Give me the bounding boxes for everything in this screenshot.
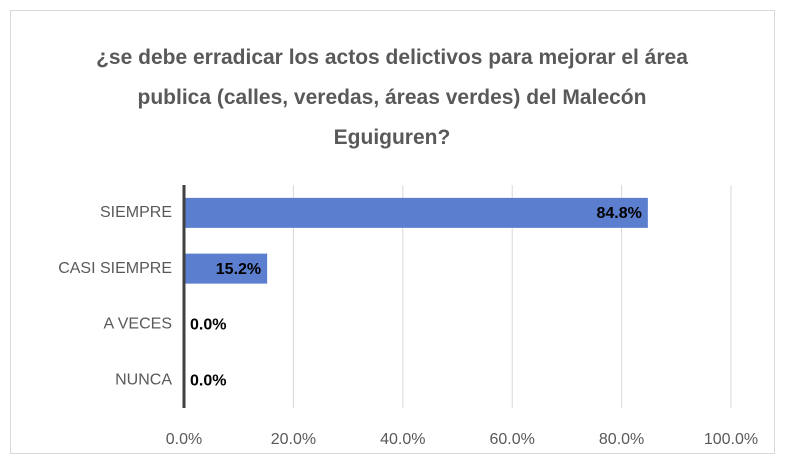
x-tick-label: 20.0% bbox=[271, 431, 316, 448]
bar bbox=[184, 253, 268, 284]
y-tick-label: A VECES bbox=[104, 316, 172, 333]
data-label: 0.0% bbox=[190, 372, 226, 389]
bar bbox=[184, 197, 648, 228]
y-tick-label: NUNCA bbox=[115, 371, 172, 388]
data-label: 15.2% bbox=[216, 261, 261, 278]
x-tick-label: 40.0% bbox=[380, 431, 425, 448]
y-tick-label: SIEMPRE bbox=[100, 204, 172, 221]
data-label: 0.0% bbox=[190, 317, 226, 334]
y-tick-label: CASI SIEMPRE bbox=[58, 260, 172, 277]
x-tick-label: 0.0% bbox=[166, 431, 202, 448]
chart-border bbox=[10, 10, 775, 454]
x-tick-label: 100.0% bbox=[704, 431, 758, 448]
x-tick-label: 60.0% bbox=[490, 431, 535, 448]
data-label: 84.8% bbox=[596, 205, 641, 222]
chart-title: ¿se debe erradicar los actos delictivos … bbox=[96, 46, 688, 149]
x-tick-label: 80.0% bbox=[599, 431, 644, 448]
